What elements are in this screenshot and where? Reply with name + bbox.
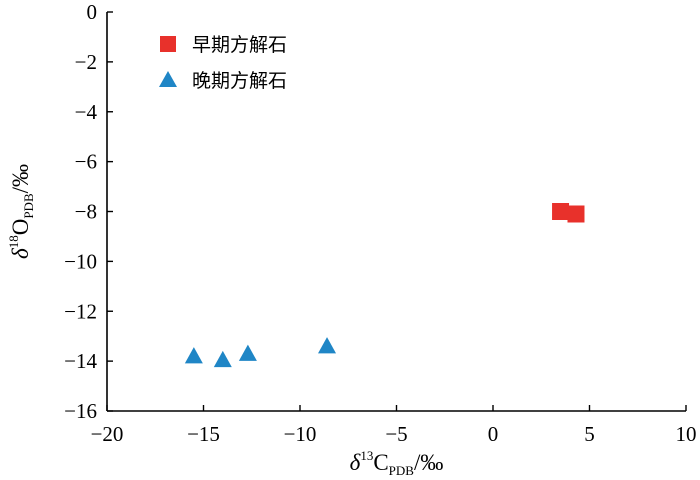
legend-label: 晚期方解石	[192, 70, 287, 92]
data-point-triangle	[238, 344, 257, 361]
y-tick-label: −6	[75, 150, 97, 174]
data-point-square	[567, 205, 585, 223]
y-tick-label: −14	[64, 349, 97, 373]
x-tick-label: 10	[676, 422, 697, 446]
x-tick-label: −5	[385, 422, 407, 446]
data-point-triangle	[213, 350, 232, 368]
legend-marker-triangle	[159, 71, 177, 87]
y-tick-label: −10	[64, 249, 97, 273]
y-tick-label: −12	[64, 299, 97, 323]
x-tick-label: −10	[284, 422, 317, 446]
y-tick-label: 0	[87, 0, 98, 24]
legend-label: 早期方解石	[192, 34, 287, 56]
data-point-square	[552, 203, 570, 220]
y-tick-label: −16	[64, 399, 97, 423]
x-tick-label: 0	[488, 422, 499, 446]
data-point-triangle	[318, 337, 337, 354]
y-tick-label: −4	[75, 100, 98, 124]
x-tick-label: 5	[584, 422, 595, 446]
y-tick-label: −2	[75, 50, 97, 74]
data-point-triangle	[184, 347, 203, 364]
axes: −20 −15 −10 −5 0 5 10 0 −2 −4 −6 −8 −10 −12 −14 −16	[64, 0, 696, 446]
y-axis-title: δ18OPDB/‰	[6, 164, 36, 259]
x-tick-label: −20	[91, 422, 124, 446]
x-axis-title: δ13CPDB/‰	[350, 448, 444, 478]
plot-area	[184, 203, 585, 368]
legend-marker-square	[160, 36, 176, 52]
y-tick-label: −8	[75, 200, 97, 224]
axis-titles: δ13CPDB/‰ δ18OPDB/‰	[6, 164, 443, 478]
x-tick-label: −15	[187, 422, 220, 446]
